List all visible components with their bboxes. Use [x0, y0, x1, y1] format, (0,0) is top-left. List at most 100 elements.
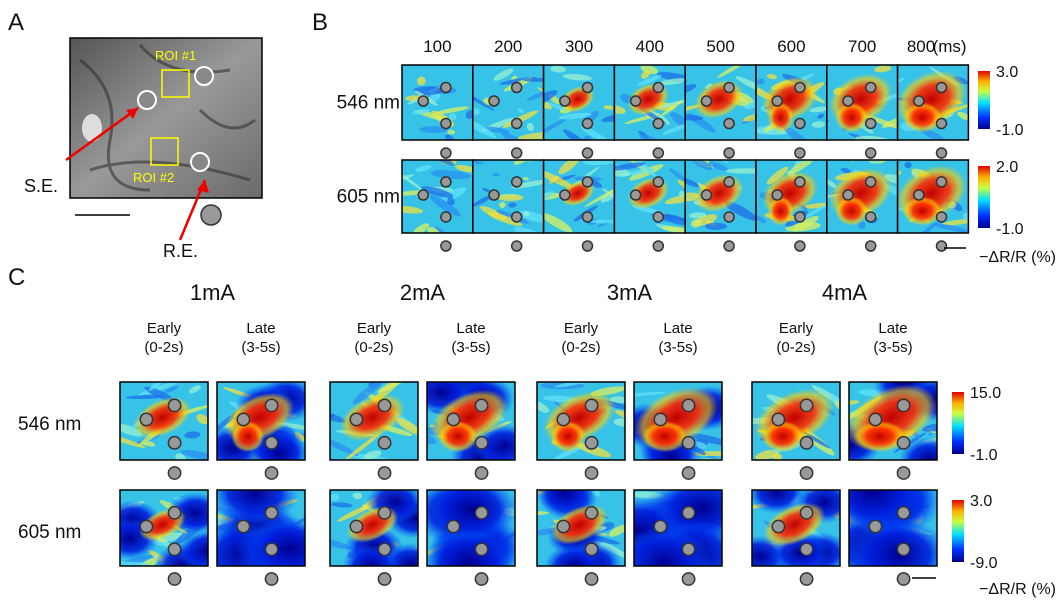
electrode: [799, 398, 814, 413]
time-label: 300: [565, 37, 593, 56]
texture: [537, 87, 544, 101]
roi-label: ROI #2: [133, 170, 174, 185]
texture: [750, 474, 785, 492]
electrode: [935, 240, 948, 252]
texture: [363, 450, 382, 460]
current-label: 1mA: [190, 280, 236, 305]
texture: [603, 105, 614, 110]
tile-frame: [751, 381, 841, 461]
electrode: [474, 572, 489, 586]
electrode: [771, 519, 786, 534]
texture: [685, 84, 697, 98]
electrode: [723, 81, 735, 94]
texture: [637, 74, 662, 86]
texture: [685, 104, 701, 113]
electrode: [377, 435, 392, 450]
electrode: [935, 211, 948, 223]
tile-frame: [216, 489, 306, 567]
electrode: [913, 189, 925, 201]
electrode: [559, 189, 571, 201]
texture: [664, 194, 686, 205]
colorbar-max: 3.0: [996, 64, 1018, 81]
electrode: [139, 519, 154, 534]
texture: [522, 176, 530, 181]
tile-frame: [329, 381, 419, 461]
texture: [613, 418, 625, 427]
texture: [685, 178, 699, 188]
texture: [610, 396, 625, 404]
texture: [344, 432, 382, 460]
texture: [614, 105, 626, 114]
electrode: [474, 435, 489, 450]
hot-blob: [835, 102, 868, 133]
texture: [817, 113, 825, 119]
texture: [658, 78, 686, 86]
electrode: [652, 240, 665, 252]
cold-blob: [427, 529, 515, 566]
electrode: [488, 95, 500, 107]
colorbar: [952, 392, 964, 454]
texture: [188, 385, 201, 394]
texture: [932, 223, 969, 233]
electrode: [864, 176, 877, 188]
texture: [496, 194, 524, 201]
electrode: [167, 435, 182, 450]
texture: [125, 395, 165, 400]
electrode: [349, 519, 364, 534]
texture: [434, 106, 470, 115]
electrode: [446, 412, 461, 427]
texture: [897, 77, 905, 88]
heatmap: [543, 65, 615, 140]
electrode: [377, 542, 392, 557]
texture: [405, 95, 422, 101]
hot-blob: [902, 102, 942, 133]
tile-frame: [751, 489, 841, 567]
unit-label: −ΔR/R (%): [979, 581, 1056, 598]
heatmap: [756, 160, 827, 233]
electrode: [581, 211, 594, 223]
texture: [902, 368, 939, 382]
electrode: [264, 435, 279, 450]
heatmap: [543, 160, 615, 233]
texture: [641, 70, 651, 79]
texture: [472, 91, 495, 111]
texture: [772, 453, 782, 460]
electrode: [681, 542, 696, 557]
electrode: [474, 466, 489, 480]
texture: [396, 418, 418, 436]
electrode: [864, 117, 877, 130]
electrode: [584, 505, 599, 520]
texture: [435, 160, 455, 166]
electrode: [510, 117, 523, 130]
electrode-label: S.E.: [24, 176, 58, 196]
panel-label: C: [8, 264, 25, 291]
electrode: [681, 505, 696, 520]
electrode: [584, 398, 599, 413]
electrode: [510, 240, 523, 252]
electrode: [584, 435, 599, 450]
tile-frame: [329, 489, 419, 567]
texture: [330, 493, 340, 501]
window-label: Early: [357, 320, 392, 337]
electrode: [264, 542, 279, 557]
electrode: [510, 147, 523, 159]
texture: [184, 431, 201, 439]
electrode: [723, 240, 735, 252]
electrode: [681, 466, 696, 480]
texture: [164, 385, 179, 394]
texture: [826, 179, 837, 189]
electrode: [264, 398, 279, 413]
electrode: [652, 117, 665, 130]
electrode: [584, 542, 599, 557]
electrode: [556, 412, 571, 427]
tile-frame: [848, 489, 938, 567]
heatmap: [849, 368, 939, 460]
electrode: [864, 147, 877, 159]
texture: [493, 68, 514, 81]
texture: [708, 161, 728, 171]
roi-label: ROI #1: [155, 48, 196, 63]
cold-blob: [246, 517, 305, 566]
cold-blob: [898, 436, 937, 460]
texture: [175, 453, 187, 460]
texture: [330, 536, 353, 550]
